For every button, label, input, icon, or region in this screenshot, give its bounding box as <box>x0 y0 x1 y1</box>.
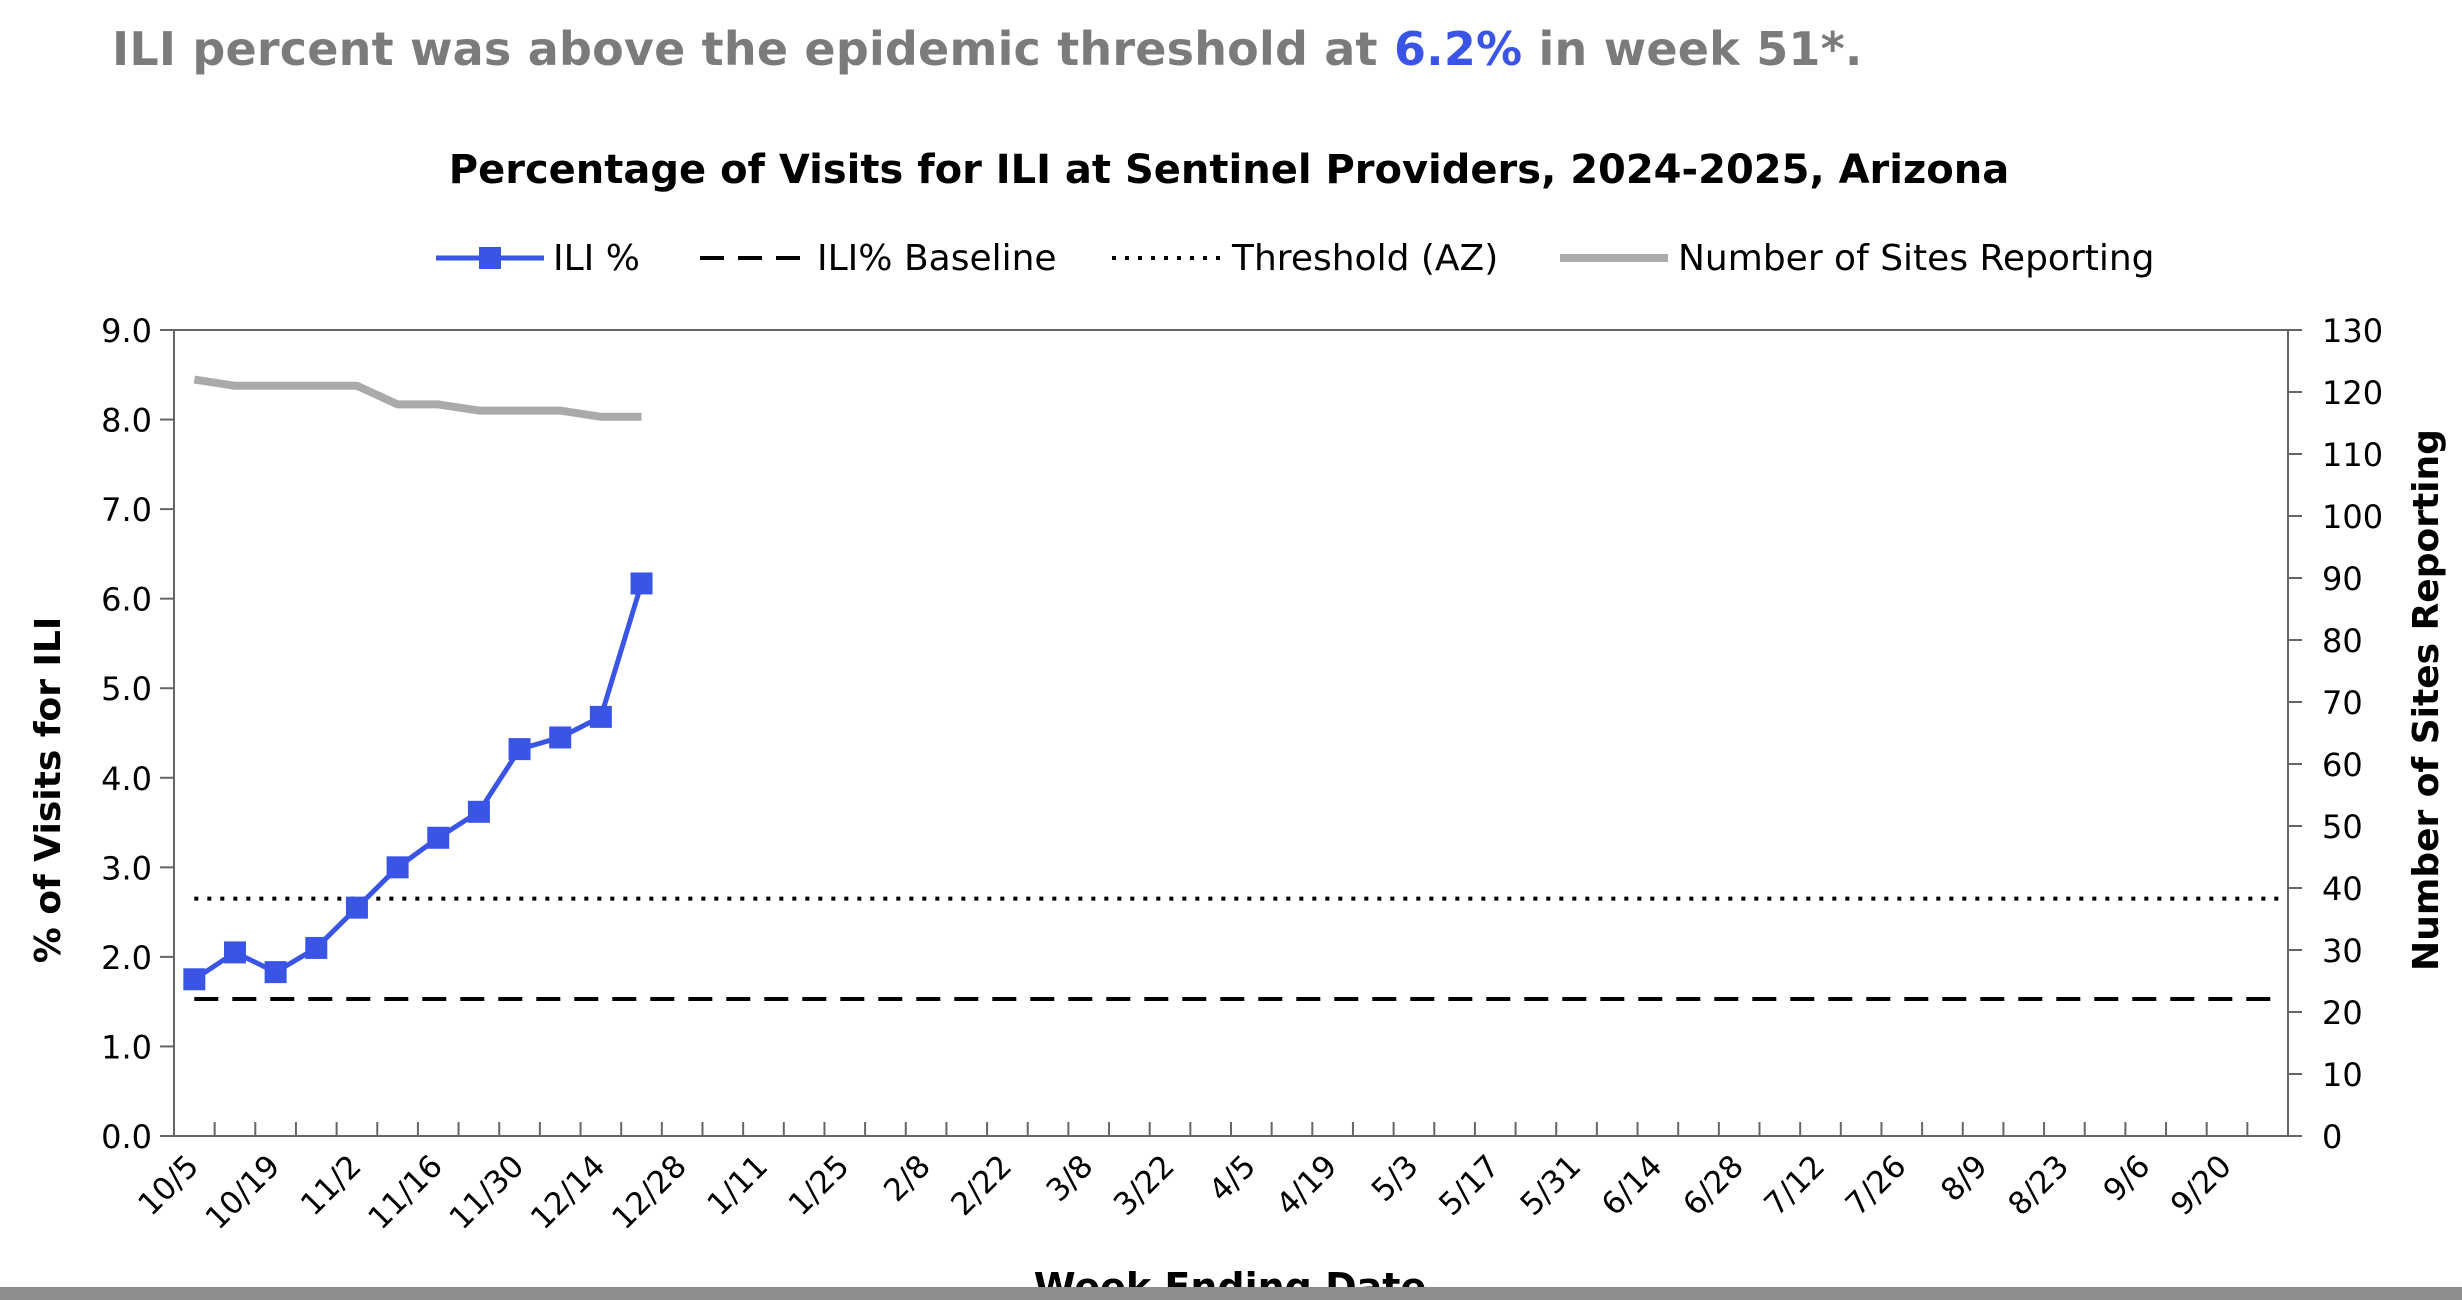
x-tick-label: 5/3 <box>1365 1148 1426 1209</box>
ili-point <box>589 705 612 728</box>
x-tick-label: 12/14 <box>524 1148 613 1237</box>
y2-tick-label: 100 <box>2322 498 2383 536</box>
x-tick-label: 10/19 <box>199 1148 288 1237</box>
ili-line <box>192 582 644 982</box>
legend-label: Threshold (AZ) <box>1231 238 1498 279</box>
plot-area: 0.0 1.0 2.0 3.0 4.0 5.0 6.0 7.0 8.0 9.0 0 10 20 30 40 5… <box>101 312 2383 1237</box>
legend-swatch-marker <box>479 247 501 269</box>
y2-tick-label: 130 <box>2322 312 2383 350</box>
x-tick-label: 4/5 <box>1202 1148 1263 1209</box>
x-tick-label: 6/14 <box>1595 1148 1670 1223</box>
legend-item: ILI% Baseline <box>700 238 1057 279</box>
x-tick-label: 7/12 <box>1757 1148 1832 1223</box>
chart-title: Percentage of Visits for ILI at Sentinel… <box>449 147 2009 193</box>
y2-tick-label: 0 <box>2322 1118 2342 1156</box>
y2-tick-label: 110 <box>2322 436 2383 474</box>
headline-value: 6.2% <box>1393 22 1523 76</box>
y-tick-label: 2.0 <box>101 939 152 977</box>
sites-reporting-line <box>193 375 642 421</box>
y-tick-label: 5.0 <box>101 670 152 708</box>
headline-prefix: ILI percent was above the epidemic thres… <box>112 22 1394 76</box>
headline-suffix: in week 51*. <box>1522 22 1863 76</box>
y-tick-label: 8.0 <box>101 402 152 440</box>
y2-tick-label: 70 <box>2322 684 2363 722</box>
y-tick-label: 7.0 <box>101 491 152 529</box>
legend-item: Number of Sites Reporting <box>1560 238 2155 279</box>
y2-tick-label: 80 <box>2322 622 2363 660</box>
plot-frame <box>173 329 2289 1137</box>
legend-item: ILI % <box>436 238 640 279</box>
y-axis-title: % of Visits for ILI <box>28 617 69 963</box>
x-tick-label: 9/6 <box>2097 1148 2158 1209</box>
x-tick-label: 2/8 <box>877 1148 938 1209</box>
x-tick-label: 8/9 <box>1934 1148 1995 1209</box>
ili-point <box>386 856 409 879</box>
x-tick-label: 12/28 <box>605 1148 694 1237</box>
legend-label: Number of Sites Reporting <box>1678 238 2155 279</box>
page-bottom-strip <box>0 1287 2462 1300</box>
x-tick-label: 2/22 <box>944 1148 1019 1223</box>
ili-point <box>223 941 246 964</box>
x-tick-label: 1/25 <box>782 1148 857 1223</box>
x-tick-label: 11/16 <box>361 1148 450 1237</box>
legend-item: Threshold (AZ) <box>1112 238 1498 279</box>
headline: ILI percent was above the epidemic thres… <box>112 22 1863 76</box>
y2-tick-label: 10 <box>2322 1056 2363 1094</box>
x-tick-label: 1/11 <box>700 1148 775 1223</box>
legend-label: ILI% Baseline <box>817 238 1057 279</box>
x-tick-label: 10/5 <box>131 1148 206 1223</box>
x-tick-label: 5/17 <box>1432 1148 1507 1223</box>
ili-point <box>508 738 531 761</box>
y-tick-label: 9.0 <box>101 312 152 350</box>
legend-label: ILI % <box>553 238 640 279</box>
y-tick-label: 1.0 <box>101 1028 152 1066</box>
y2-tick-label: 20 <box>2322 994 2363 1032</box>
y2-axis-title: Number of Sites Reporting <box>2406 429 2447 971</box>
y-tick-label: 4.0 <box>101 760 152 798</box>
x-tick-label: 3/8 <box>1040 1148 1101 1209</box>
ili-point <box>630 572 653 595</box>
y-tick-label: 3.0 <box>101 849 152 887</box>
ili-point <box>427 826 450 849</box>
x-tick-label: 6/28 <box>1676 1148 1751 1223</box>
y2-tick-label: 90 <box>2322 560 2363 598</box>
y-tick-label: 0.0 <box>101 1118 152 1156</box>
x-tick-label: 9/20 <box>2164 1148 2239 1223</box>
x-tick-label: 5/31 <box>1514 1148 1589 1223</box>
y2-tick-label: 120 <box>2322 374 2383 412</box>
chart-legend: ILI % ILI% Baseline Threshold (AZ) Number o… <box>436 238 2155 279</box>
x-tick-label: 11/2 <box>294 1148 369 1223</box>
ili-point <box>264 961 287 984</box>
y-tick-label: 6.0 <box>101 581 152 619</box>
x-tick-label: 3/22 <box>1107 1148 1182 1223</box>
ili-point <box>183 968 206 991</box>
ili-point <box>305 936 328 959</box>
ili-point <box>549 726 572 749</box>
x-tick-label: 7/26 <box>1839 1148 1914 1223</box>
ili-point <box>345 896 368 919</box>
ili-point <box>467 800 490 823</box>
y2-tick-label: 40 <box>2322 870 2363 908</box>
y2-tick-label: 60 <box>2322 746 2363 784</box>
y2-tick-label: 50 <box>2322 808 2363 846</box>
y2-tick-label: 30 <box>2322 932 2363 970</box>
x-tick-label: 8/23 <box>2001 1148 2076 1223</box>
x-tick-label: 4/19 <box>1270 1148 1345 1223</box>
x-tick-label: 11/30 <box>443 1148 532 1237</box>
